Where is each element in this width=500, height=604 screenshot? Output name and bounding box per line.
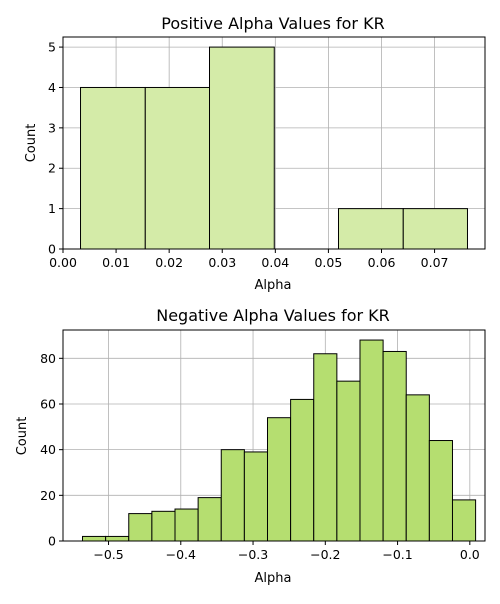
x-tick-label: 0.01 [102, 255, 130, 270]
x-tick-label: −0.2 [310, 547, 340, 562]
histogram-bar [336, 380, 361, 542]
y-tick-label: 60 [40, 396, 56, 411]
y-tick-label: 40 [40, 442, 56, 457]
histogram-bar [151, 510, 176, 542]
histogram-bar [382, 350, 407, 542]
y-tick-label: 4 [48, 80, 56, 95]
histogram-bar [290, 398, 315, 542]
x-tick-label: −0.4 [166, 547, 196, 562]
y-tick-label: 2 [48, 161, 56, 176]
bars [80, 46, 468, 250]
x-tick-label: −0.5 [93, 547, 123, 562]
x-axis-label: Alpha [255, 571, 292, 586]
histogram-bar [105, 535, 130, 542]
x-tick-label: 0.04 [261, 255, 289, 270]
histogram-bar [197, 497, 222, 542]
y-tick-label: 1 [48, 201, 56, 216]
x-tick-label: 0.03 [208, 255, 236, 270]
histogram-bar [402, 208, 468, 250]
x-tick-label: 0.06 [368, 255, 396, 270]
y-tick-label: 0 [48, 242, 56, 257]
histogram-bar [220, 449, 245, 542]
x-tick-label: 0.07 [421, 255, 449, 270]
histogram-bar [359, 339, 384, 542]
y-axis-label: Count [24, 124, 39, 163]
histogram-bar [405, 394, 430, 542]
x-tick-label: 0.0 [460, 547, 480, 562]
plot-frame [62, 329, 486, 542]
negative-alpha-chart: Negative Alpha Values for KR Alpha Count… [15, 306, 486, 586]
histogram-bar [80, 86, 146, 250]
histogram-bar [209, 46, 275, 250]
y-tick-label: 0 [48, 534, 56, 549]
x-tick-label: −0.1 [382, 547, 412, 562]
bars [82, 339, 477, 542]
y-tick-label: 3 [48, 120, 56, 135]
histogram-bar [174, 508, 199, 542]
histogram-bar [128, 513, 153, 542]
x-tick-label: 0.00 [49, 255, 77, 270]
histogram-bar [337, 208, 404, 250]
histogram-bar [243, 451, 268, 542]
histogram-bar [313, 353, 338, 542]
x-tick-label: 0.05 [314, 255, 342, 270]
histogram-bar [82, 535, 107, 542]
chart-title: Positive Alpha Values for KR [161, 14, 384, 33]
x-tick-label: 0.02 [155, 255, 183, 270]
y-axis-label: Count [15, 417, 30, 456]
y-tick-label: 80 [40, 351, 56, 366]
positive-alpha-chart: Positive Alpha Values for KR Alpha Count… [24, 14, 486, 293]
x-tick-label: −0.3 [238, 547, 268, 562]
y-tick-label: 5 [48, 40, 56, 55]
chart-title: Negative Alpha Values for KR [156, 306, 390, 325]
plot-frame [62, 36, 486, 250]
histogram-bar [428, 440, 453, 542]
histogram-bar [451, 499, 477, 542]
histogram-bar [266, 417, 292, 542]
x-axis-label: Alpha [255, 278, 292, 293]
y-tick-label: 20 [40, 488, 56, 503]
histogram-bar [144, 86, 211, 250]
